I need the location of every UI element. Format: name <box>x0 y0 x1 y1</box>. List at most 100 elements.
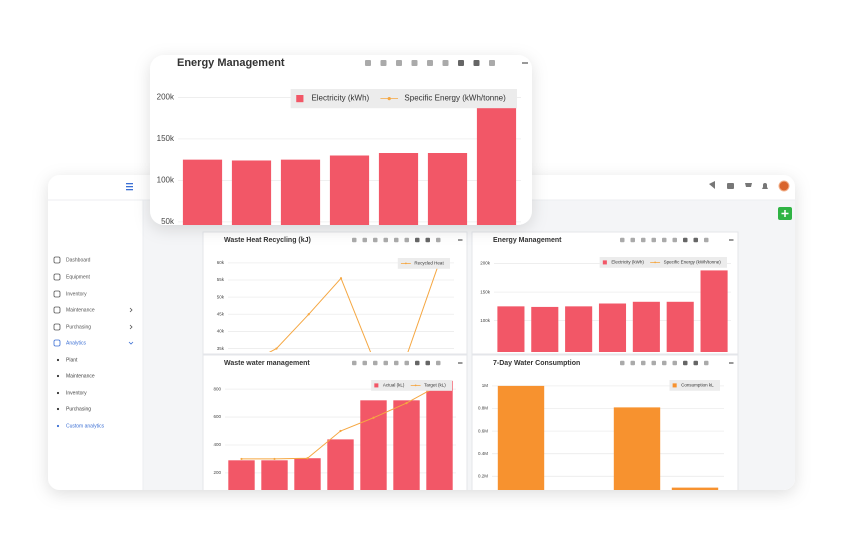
more-button[interactable] <box>458 239 463 241</box>
submenu-item[interactable]: Purchasing <box>56 406 91 412</box>
y-tick-label: 400 <box>213 442 221 447</box>
modebar-button[interactable] <box>672 237 678 243</box>
menu-item[interactable]: Equipment <box>53 273 91 281</box>
y-tick-label: 40k <box>217 329 225 334</box>
announce-icon[interactable] <box>709 181 715 189</box>
y-tick-label: 200 <box>213 470 221 475</box>
modebar-button[interactable] <box>383 237 389 243</box>
legend-marker-dot <box>404 262 407 265</box>
modebar-button[interactable] <box>641 360 646 366</box>
line-point <box>405 402 408 405</box>
modebar-button[interactable] <box>641 237 646 243</box>
submenu-item[interactable]: Maintenance <box>56 373 95 379</box>
modebar-button[interactable] <box>662 237 667 243</box>
modebar-button[interactable] <box>394 360 399 366</box>
plot-area <box>182 107 517 225</box>
chart-title: 7-Day Water Consumption <box>493 360 580 367</box>
modebar-button[interactable] <box>704 360 709 366</box>
modebar-button[interactable] <box>672 360 678 366</box>
modebar-button[interactable] <box>683 360 688 366</box>
modebar-button[interactable] <box>425 360 431 366</box>
more-button[interactable] <box>729 362 734 364</box>
y-tick-label: 1M <box>482 383 489 388</box>
modebar-button[interactable] <box>415 360 420 366</box>
modebar-button[interactable] <box>373 237 378 243</box>
submenu-label: Inventory <box>66 390 87 396</box>
legend-background <box>290 89 517 109</box>
menu-item[interactable]: Inventory <box>53 290 87 298</box>
menu-button[interactable] <box>126 183 133 191</box>
modebar-button[interactable] <box>362 237 368 243</box>
y-tick-label: 600 <box>213 414 221 419</box>
modebar-button[interactable] <box>373 360 378 366</box>
modebar-button[interactable] <box>704 237 709 243</box>
modebar-button[interactable] <box>662 360 667 366</box>
legend-label: Recycled Heat <box>414 261 444 266</box>
submenu-item[interactable]: Inventory <box>56 390 87 396</box>
modebar-button[interactable] <box>693 237 699 243</box>
menu-label: Purchasing <box>66 324 91 330</box>
submenu-item[interactable]: Custom analytics <box>56 423 105 429</box>
legend-label: Specific Energy (kWh/tonne) <box>664 260 722 265</box>
header-icons[interactable] <box>709 181 768 189</box>
y-tick-label: 100k <box>157 175 175 184</box>
bar <box>531 306 559 352</box>
more-button[interactable] <box>729 239 734 241</box>
cart-icon[interactable] <box>745 183 752 187</box>
modebar-button[interactable] <box>442 60 449 66</box>
modebar-button[interactable] <box>693 360 699 366</box>
bar <box>393 400 420 490</box>
modebar-button[interactable] <box>683 237 688 243</box>
legend-label: Actual (kL) <box>383 383 405 388</box>
legend: Electricity (kWh) Specific Energy (kWh/to… <box>290 89 517 109</box>
modebar-button[interactable] <box>404 360 410 366</box>
modebar-button[interactable] <box>473 60 480 66</box>
legend-marker <box>374 383 379 388</box>
modebar-button[interactable] <box>436 360 441 366</box>
modebar-button[interactable] <box>630 360 636 366</box>
menu-chevron <box>129 324 133 330</box>
more-button[interactable] <box>458 362 463 364</box>
modebar-button[interactable] <box>411 60 418 66</box>
modebar-button[interactable] <box>427 60 433 66</box>
modebar-button[interactable] <box>651 237 657 243</box>
legend: Recycled Heat <box>397 258 450 269</box>
menu-label: Inventory <box>66 291 87 297</box>
y-tick-label: 150k <box>480 289 491 294</box>
more-button[interactable] <box>522 62 528 64</box>
modebar-button[interactable] <box>362 360 368 366</box>
menu-label: Dashboard <box>66 257 91 263</box>
menu-item[interactable]: Maintenance <box>53 306 133 314</box>
modebar-button[interactable] <box>352 237 357 243</box>
modebar-button[interactable] <box>365 60 371 66</box>
submenu-item[interactable]: Plant <box>56 357 78 363</box>
modebar-button[interactable] <box>630 237 636 243</box>
modebar-button[interactable] <box>425 237 431 243</box>
modebar-button[interactable] <box>651 360 657 366</box>
y-tick-label: 60k <box>217 260 225 265</box>
line-point <box>307 313 310 316</box>
modebar-button[interactable] <box>415 237 420 243</box>
menu-item[interactable]: Dashboard <box>53 256 91 264</box>
modebar-button[interactable] <box>352 360 357 366</box>
modebar-button[interactable] <box>404 237 410 243</box>
modebar-button[interactable] <box>489 60 495 66</box>
modebar-button[interactable] <box>383 360 389 366</box>
menu-item[interactable]: Purchasing <box>53 323 133 331</box>
plot-area <box>497 270 728 352</box>
line-point <box>273 457 276 461</box>
modebar-button[interactable] <box>436 237 441 243</box>
y-tick-label: 45k <box>217 311 225 316</box>
modebar-button[interactable] <box>458 60 464 66</box>
avatar[interactable] <box>778 180 790 192</box>
menu-item[interactable]: Analytics <box>53 339 134 347</box>
modebar-button[interactable] <box>620 237 625 243</box>
bell-icon[interactable] <box>762 183 768 189</box>
modebar-button[interactable] <box>394 237 399 243</box>
panel <box>202 231 468 355</box>
modebar-button[interactable] <box>620 360 625 366</box>
bar <box>231 160 272 225</box>
modebar-button[interactable] <box>380 60 387 66</box>
modebar-button[interactable] <box>396 60 402 66</box>
monitor-icon[interactable] <box>727 183 734 189</box>
